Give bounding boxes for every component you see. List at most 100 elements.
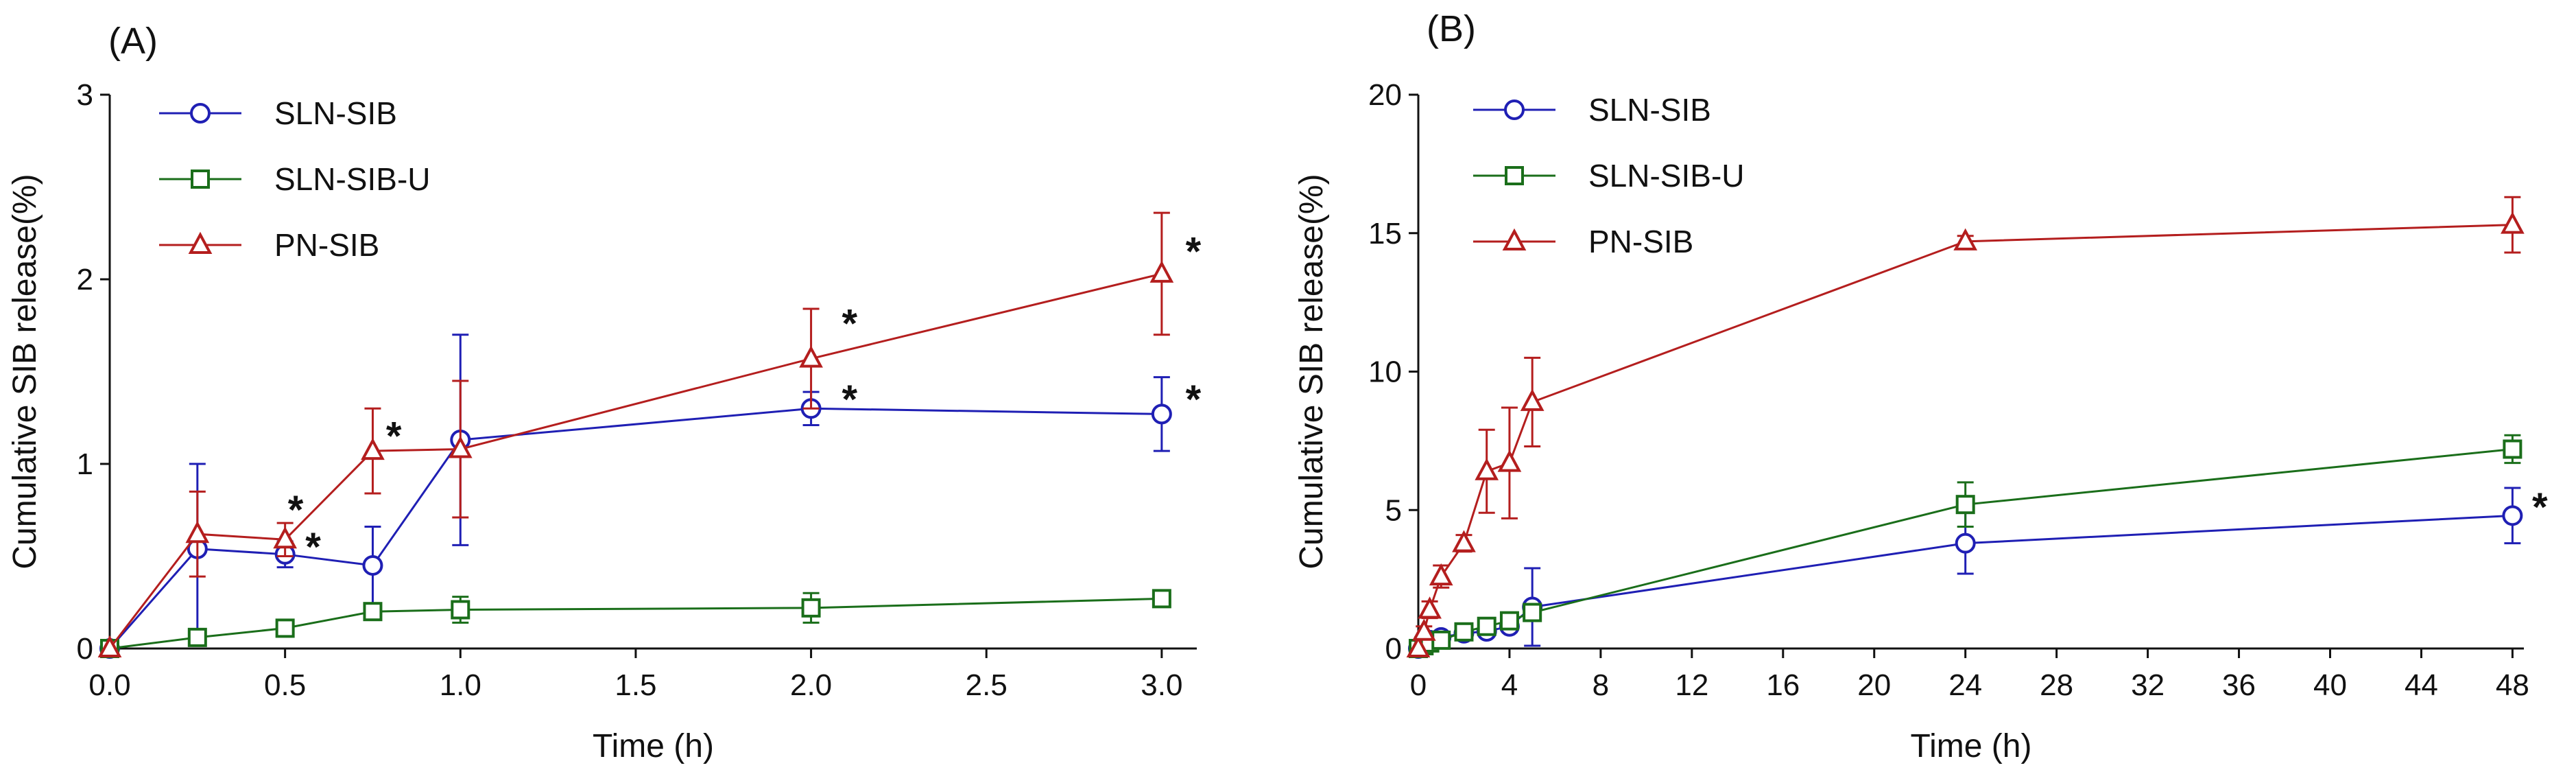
legend-entry-sln-sib-u: SLN-SIB-U (1473, 158, 1744, 194)
y-tick-label: 15 (1368, 217, 1402, 250)
data-point (1477, 616, 1496, 636)
data-point (273, 526, 297, 549)
legend-entry-sln-sib: SLN-SIB (159, 95, 397, 131)
x-tick-label: 1.0 (440, 668, 481, 702)
significance-star: * (842, 301, 858, 346)
legend-label: SLN-SIB-U (274, 161, 430, 197)
x-tick-label: 40 (2313, 668, 2347, 702)
data-point (1499, 611, 1519, 631)
series-line (1417, 224, 2513, 649)
series-pn-sib (1406, 196, 2525, 657)
y-tick-label: 5 (1385, 493, 1402, 527)
data-point (1523, 603, 1542, 622)
legend-label: PN-SIB (1588, 224, 1693, 259)
legend-marker (190, 103, 211, 124)
data-point (1955, 533, 1976, 554)
data-point (187, 627, 207, 647)
series-line (108, 407, 1162, 649)
data-point (363, 602, 383, 622)
significance-star: * (2532, 485, 2548, 530)
legend-marker (1504, 100, 1525, 120)
y-tick-label: 0 (77, 632, 93, 666)
data-point (1149, 260, 1174, 283)
x-tick-label: 0.0 (88, 668, 130, 702)
data-point (1411, 618, 1436, 641)
legend-marker (1505, 166, 1524, 185)
x-tick-label: 0.5 (264, 668, 306, 702)
y-tick-label: 20 (1368, 78, 1402, 112)
x-axis-title: Time (h) (1911, 728, 2032, 764)
y-tick-label: 1 (77, 447, 93, 481)
y-tick-label: 0 (1385, 632, 1402, 666)
legend-marker (188, 231, 213, 254)
data-point (1454, 622, 1474, 642)
x-tick-label: 8 (1593, 668, 1609, 702)
data-point (1418, 596, 1442, 619)
x-tick-label: 20 (1857, 668, 1891, 702)
data-point (1429, 563, 1453, 586)
data-point (2503, 439, 2523, 459)
chart-panel-a: (A) 0 1 2 3 0.0 0.5 1.0 1.5 2.0 2.5 3.0 Time (h) Cumu… (7, 21, 1202, 764)
series-pn-sib (97, 211, 1174, 657)
legend-marker (191, 170, 210, 189)
data-point (2501, 211, 2525, 234)
x-tick-label: 48 (2496, 668, 2529, 702)
significance-star: * (842, 377, 858, 422)
data-point (1497, 449, 1522, 472)
legend-entry-sln-sib-u: SLN-SIB-U (159, 161, 430, 197)
series-sln-sib-u (1409, 434, 2523, 658)
x-tick-label: 12 (1675, 668, 1708, 702)
y-axis-title: Cumulative SIB release(%) (7, 174, 43, 569)
legend-label: PN-SIB (274, 227, 379, 263)
data-point (362, 554, 383, 576)
data-point (2502, 505, 2523, 526)
legend-entry-pn-sib: PN-SIB (159, 227, 379, 263)
x-tick-label: 2.0 (790, 668, 832, 702)
data-point (1452, 530, 1476, 552)
y-axis-title: Cumulative SIB release(%) (1293, 174, 1330, 569)
data-point (1520, 388, 1545, 411)
legend-label: SLN-SIB (1588, 92, 1711, 128)
x-tick-label: 44 (2405, 668, 2438, 702)
x-tick-label: 2.5 (966, 668, 1007, 702)
data-point (185, 521, 210, 544)
legend-marker (1502, 228, 1527, 250)
data-point (1406, 635, 1431, 657)
legend-label: SLN-SIB (274, 95, 397, 131)
data-point (361, 437, 385, 460)
data-point (451, 600, 470, 620)
significance-star: * (1186, 377, 1202, 422)
data-point (801, 598, 821, 618)
x-tick-label: 32 (2131, 668, 2164, 702)
x-axis-title: Time (h) (593, 728, 714, 764)
panel-label: (A) (108, 21, 158, 62)
series-line (108, 272, 1162, 649)
significance-star: * (1186, 230, 1202, 274)
x-tick-label: 24 (1948, 668, 1982, 702)
data-point (799, 345, 823, 368)
data-point (1955, 495, 1975, 515)
panel-label: (B) (1427, 8, 1476, 49)
legend-entry-sln-sib: SLN-SIB (1473, 92, 1711, 128)
x-tick-label: 0 (1410, 668, 1427, 702)
y-tick-label: 2 (77, 263, 93, 296)
legend-label: SLN-SIB-U (1588, 158, 1744, 194)
legend-entry-pn-sib: PN-SIB (1473, 224, 1693, 259)
y-tick-label: 10 (1368, 355, 1402, 389)
data-point (1475, 458, 1499, 480)
data-point (1152, 589, 1171, 609)
x-tick-label: 3.0 (1141, 668, 1182, 702)
x-tick-label: 36 (2222, 668, 2256, 702)
data-point (275, 618, 295, 638)
series-sln-sib-u (100, 589, 1171, 658)
x-tick-label: 4 (1501, 668, 1518, 702)
x-tick-label: 28 (2040, 668, 2073, 702)
significance-star: * (386, 414, 402, 459)
data-point (97, 635, 122, 657)
x-tick-label: 1.5 (615, 668, 656, 702)
y-tick-label: 3 (77, 78, 93, 112)
data-point (1953, 228, 1978, 250)
series-line (109, 597, 1162, 650)
